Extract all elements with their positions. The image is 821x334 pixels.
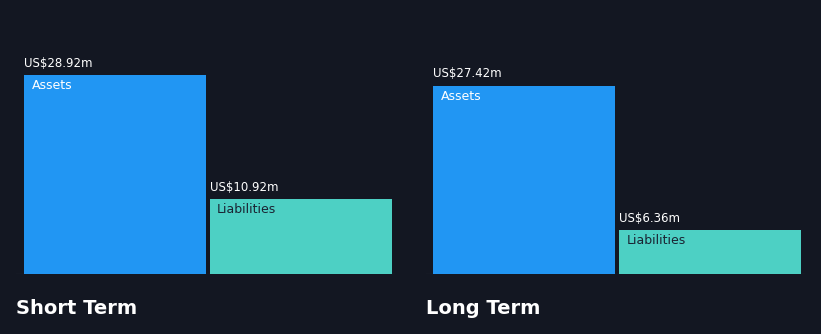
Bar	[24, 75, 206, 274]
Text: US$28.92m: US$28.92m	[24, 57, 93, 70]
Text: Assets: Assets	[31, 79, 72, 93]
Text: US$10.92m: US$10.92m	[209, 181, 278, 194]
Bar	[209, 199, 392, 274]
Text: Liabilities: Liabilities	[218, 203, 277, 216]
Text: Assets: Assets	[441, 90, 481, 103]
Bar	[619, 230, 800, 274]
Bar	[433, 86, 615, 274]
Text: US$6.36m: US$6.36m	[619, 212, 680, 225]
Text: Long Term: Long Term	[425, 299, 540, 318]
Text: Liabilities: Liabilities	[626, 234, 686, 247]
Text: Short Term: Short Term	[16, 299, 138, 318]
Text: US$27.42m: US$27.42m	[433, 67, 502, 80]
